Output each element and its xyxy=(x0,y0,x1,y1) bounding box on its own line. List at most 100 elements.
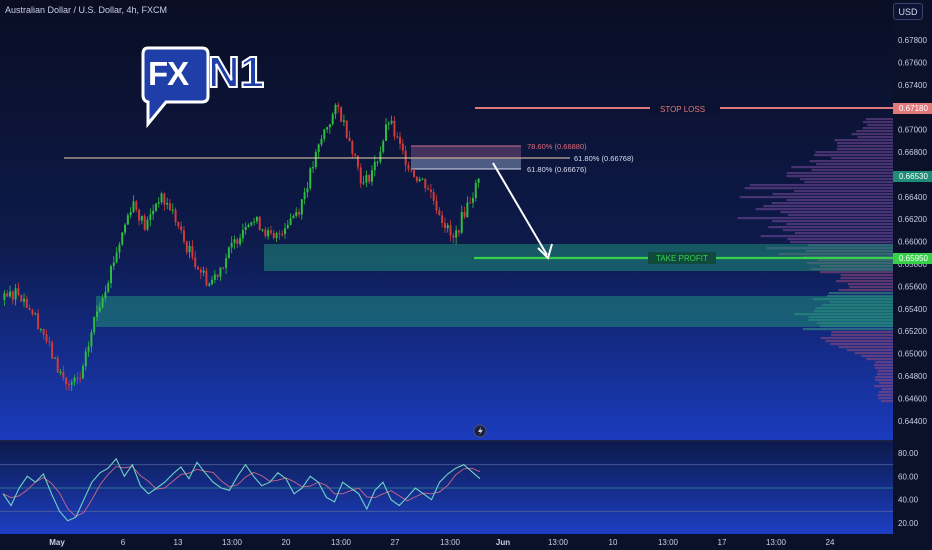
candle-body xyxy=(446,225,449,229)
candle-body xyxy=(205,270,208,286)
candle-body xyxy=(298,212,301,215)
volume-profile-bar xyxy=(874,385,893,388)
candle-body xyxy=(101,298,104,308)
symbol-title[interactable]: Australian Dollar / U.S. Dollar, 4h, FXC… xyxy=(5,5,168,15)
candle-body xyxy=(138,209,141,221)
price-tick-label: 0.64800 xyxy=(898,372,927,381)
rsi-signal-line xyxy=(2,466,481,517)
volume-profile-bar xyxy=(836,280,893,283)
volume-profile-bar xyxy=(819,271,893,274)
volume-profile-bar xyxy=(799,178,893,181)
candle-body xyxy=(185,241,188,253)
candle-body xyxy=(146,219,149,230)
candle-body xyxy=(340,107,343,122)
candle-body xyxy=(208,284,211,286)
candle-body xyxy=(432,192,435,201)
brand-logo: FX N1 xyxy=(140,46,270,133)
volume-profile-bar xyxy=(825,340,893,343)
candle-body xyxy=(129,212,132,216)
candle-body xyxy=(216,274,219,277)
candle-body xyxy=(34,313,37,315)
candle-body xyxy=(67,384,70,386)
volume-profile-bar xyxy=(838,289,893,292)
volume-profile-bar xyxy=(838,346,893,349)
volume-profile-bar xyxy=(790,241,893,244)
candle-body xyxy=(289,218,292,225)
candle-body xyxy=(98,307,101,312)
rsi-tick-label: 80.00 xyxy=(898,449,919,458)
volume-profile-bar xyxy=(875,379,893,382)
candle-body xyxy=(222,267,225,269)
volume-profile-bar xyxy=(786,199,893,202)
currency-button[interactable]: USD xyxy=(893,3,923,20)
volume-profile-bar xyxy=(816,163,893,166)
candle-body xyxy=(401,143,404,151)
volume-profile-bar xyxy=(877,394,893,397)
candle-body xyxy=(323,129,326,139)
candle-body xyxy=(250,222,253,225)
price-tick-label: 0.66200 xyxy=(898,215,927,224)
volume-profile-bar xyxy=(879,382,893,385)
candle-body xyxy=(191,245,194,258)
candle-body xyxy=(225,258,228,268)
candle-body xyxy=(410,168,413,171)
candle-body xyxy=(239,238,242,245)
candle-body xyxy=(244,226,247,230)
volume-profile-bar xyxy=(763,205,893,208)
candle-body xyxy=(399,136,402,144)
volume-profile-bar xyxy=(804,181,893,184)
arrow-shaft xyxy=(492,162,548,256)
lower-support-zone xyxy=(96,296,893,327)
candle-body xyxy=(90,332,93,347)
volume-profile-bar xyxy=(737,217,893,220)
candle-body xyxy=(115,252,118,263)
candle-body xyxy=(51,342,54,359)
replay-icon[interactable] xyxy=(473,424,487,438)
time-tick-label: 13 xyxy=(174,538,183,547)
time-tick-label: 13:00 xyxy=(658,538,679,547)
candle-body xyxy=(9,291,11,297)
candle-body xyxy=(387,123,390,125)
candle-body xyxy=(42,328,45,335)
volume-profile-bar xyxy=(831,331,893,334)
volume-profile-bar xyxy=(760,235,893,238)
time-tick-label: 6 xyxy=(121,538,126,547)
candle-body xyxy=(269,230,272,233)
candle-body xyxy=(407,165,410,169)
candle-body xyxy=(180,226,183,231)
volume-profile-bar xyxy=(878,391,893,394)
volume-profile-bar xyxy=(786,172,893,175)
volume-profile-bar xyxy=(876,373,893,376)
take-profit-label: TAKE PROFIT xyxy=(656,254,708,263)
candle-body xyxy=(455,230,458,238)
candle-body xyxy=(435,200,438,211)
candle-body xyxy=(182,230,185,242)
rsi-tick-label: 40.00 xyxy=(898,496,919,505)
volume-profile-bar xyxy=(837,145,893,148)
volume-profile-bar xyxy=(857,136,893,139)
candle-body xyxy=(219,267,222,277)
volume-profile-bar xyxy=(786,175,893,178)
time-tick-label: 13:00 xyxy=(440,538,461,547)
candle-body xyxy=(253,221,256,223)
candle-body xyxy=(197,267,199,270)
time-axis-bg xyxy=(0,534,932,550)
candle-body xyxy=(376,161,379,163)
price-tick-label: 0.65400 xyxy=(898,305,927,314)
volume-profile-bar xyxy=(791,166,893,169)
volume-profile-bar xyxy=(840,277,893,280)
volume-profile-bar xyxy=(831,157,893,160)
take-profit-price: 0.65950 xyxy=(899,254,928,263)
candle-body xyxy=(163,193,166,205)
volume-profile-bar xyxy=(794,232,893,235)
candle-body xyxy=(241,229,244,239)
candle-body xyxy=(326,127,329,130)
volume-profile-bar xyxy=(834,139,893,142)
candle-body xyxy=(199,269,202,273)
logo-bubble-icon xyxy=(141,46,210,129)
candle-body xyxy=(449,225,452,236)
candle-body xyxy=(160,193,163,203)
time-tick-label: 10 xyxy=(609,538,618,547)
candle-body xyxy=(351,141,354,154)
